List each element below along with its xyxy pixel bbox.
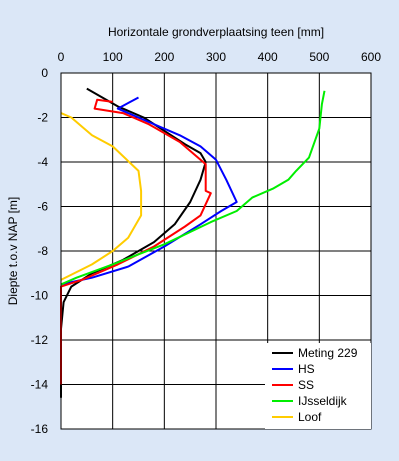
y-tick-label: -12 xyxy=(31,333,49,347)
x-tick-label: 500 xyxy=(309,50,329,64)
series-line-3 xyxy=(60,90,326,286)
series-line-4 xyxy=(60,112,143,281)
x-tick-label: 0 xyxy=(58,50,65,64)
x-tick-label: 200 xyxy=(154,50,174,64)
legend: Meting 229 HS SS IJsseldijk Loof xyxy=(265,343,371,429)
plot-border xyxy=(60,72,372,430)
series-line-0 xyxy=(60,87,207,398)
x-tick-label: 100 xyxy=(103,50,123,64)
y-tick-label: -14 xyxy=(31,378,49,392)
y-tick-label: -2 xyxy=(37,111,48,125)
x-axis-label: Horizontale grondverplaatsing teen [mm] xyxy=(108,25,324,39)
legend-label: Meting 229 xyxy=(298,346,358,360)
x-tick-label: 400 xyxy=(258,50,278,64)
legend-label: HS xyxy=(298,362,315,376)
y-tick-label: 0 xyxy=(41,66,48,80)
x-tick-label: 300 xyxy=(206,50,226,64)
y-tick-label: -8 xyxy=(37,244,48,258)
x-tick-labels: 0 100 200 300 400 500 600 xyxy=(58,50,382,64)
y-tick-label: -4 xyxy=(37,155,48,169)
series-line-1 xyxy=(60,96,238,286)
legend-label: SS xyxy=(298,378,314,392)
y-tick-labels: 0 -2 -4 -6 -8 -10 -12 -14 -16 xyxy=(31,66,49,436)
x-tick-label: 600 xyxy=(361,50,381,64)
y-tick-label: -10 xyxy=(31,289,49,303)
y-tick-label: -16 xyxy=(31,422,49,436)
legend-label: Loof xyxy=(298,410,322,424)
y-axis-label: Diepte t.o.v NAP [m] xyxy=(6,197,20,306)
legend-label: IJsseldijk xyxy=(298,394,348,408)
y-tick-label: -6 xyxy=(37,200,48,214)
